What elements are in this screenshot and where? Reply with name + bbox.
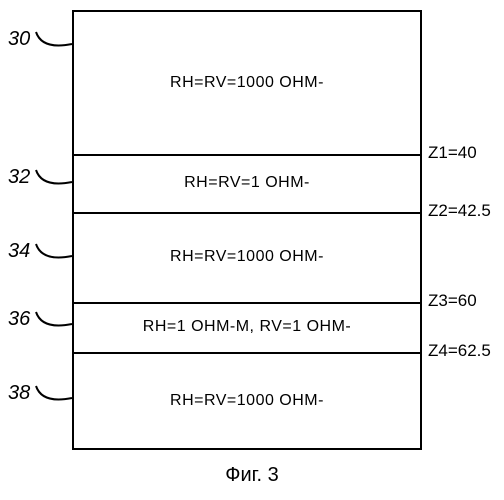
z-label-2: Z2=42.5 [428,201,491,221]
figure-caption: Фиг. 3 [0,464,504,487]
ref-label-34: 34 [8,240,30,263]
lead-32 [34,168,74,192]
layer-30-text: RH=RV=1000 OHM- [170,74,324,92]
ref-label-38: 38 [8,382,30,405]
layer-38: RH=RV=1000 OHM- [74,352,420,450]
ref-label-30-text: 30 [8,28,30,50]
layer-34: RH=RV=1000 OHM- [74,212,420,302]
layer-30: RH=RV=1000 OHM- [74,12,420,154]
layer-34-text: RH=RV=1000 OHM- [170,248,324,266]
ref-label-32-text: 32 [8,166,30,188]
z-label-4-text: Z4=62.5 [428,341,491,360]
layer-36-text: RH=1 OHM-M, RV=1 OHM- [143,318,351,336]
layer-32-text: RH=RV=1 OHM- [184,174,310,192]
ref-label-36: 36 [8,308,30,331]
z-label-1-text: Z1=40 [428,143,477,162]
ref-label-36-text: 36 [8,308,30,330]
layer-32: RH=RV=1 OHM- [74,154,420,212]
layer-stack-box: RH=RV=1000 OHM- RH=RV=1 OHM- RH=RV=1000 … [72,10,422,450]
z-label-1: Z1=40 [428,143,477,163]
layer-38-text: RH=RV=1000 OHM- [170,392,324,410]
lead-34 [34,242,74,266]
figure-canvas: RH=RV=1000 OHM- RH=RV=1 OHM- RH=RV=1000 … [0,0,504,500]
lead-30 [34,30,74,54]
lead-36 [34,310,74,334]
ref-label-38-text: 38 [8,382,30,404]
figure-caption-text: Фиг. 3 [225,464,278,486]
z-label-2-text: Z2=42.5 [428,201,491,220]
z-label-4: Z4=62.5 [428,341,491,361]
z-label-3-text: Z3=60 [428,291,477,310]
layer-36: RH=1 OHM-M, RV=1 OHM- [74,302,420,352]
z-label-3: Z3=60 [428,291,477,311]
lead-38 [34,384,74,408]
ref-label-32: 32 [8,166,30,189]
ref-label-30: 30 [8,28,30,51]
ref-label-34-text: 34 [8,240,30,262]
